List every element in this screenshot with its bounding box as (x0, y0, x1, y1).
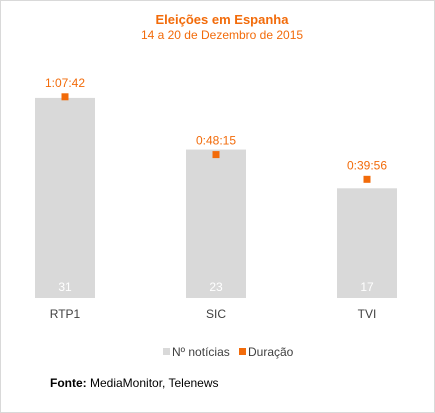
duration-markers-group: 1:07:42 0:48:15 0:39:56 (45, 76, 387, 183)
duration-label-tvi: 0:39:56 (347, 158, 387, 172)
category-label-rtp1: RTP1 (50, 307, 81, 321)
bar-value-label-sic: 23 (209, 280, 223, 294)
duration-label-sic: 0:48:15 (196, 134, 236, 148)
category-labels-group: RTP1 SIC TVI (50, 307, 377, 321)
legend-label-noticias: Nº notícias (172, 345, 230, 359)
source-label: Fonte: (50, 376, 87, 390)
bar-value-label-rtp1: 31 (58, 280, 72, 294)
bars-group: 31 23 17 (35, 97, 397, 298)
duration-marker-tvi (363, 175, 371, 183)
duration-label-rtp1: 1:07:42 (45, 76, 85, 90)
chart-subtitle: 14 a 20 de Dezembro de 2015 (141, 28, 303, 42)
source-note: Fonte: MediaMonitor, Telenews (50, 376, 219, 390)
category-label-sic: SIC (206, 307, 226, 321)
bar-value-label-tvi: 17 (360, 280, 374, 294)
legend: Nº notícias Duração (163, 345, 294, 359)
duration-marker-sic (212, 151, 220, 159)
source-text: MediaMonitor, Telenews (90, 376, 219, 390)
legend-swatch-duracao (239, 348, 246, 355)
bar-sic (186, 149, 246, 298)
chart-title: Eleições em Espanha (156, 12, 290, 27)
legend-label-duracao: Duração (248, 345, 294, 359)
bar-rtp1 (35, 97, 95, 298)
duration-marker-rtp1 (61, 93, 69, 101)
legend-swatch-noticias (163, 348, 170, 355)
bar-tvi (337, 188, 397, 298)
category-label-tvi: TVI (358, 307, 377, 321)
